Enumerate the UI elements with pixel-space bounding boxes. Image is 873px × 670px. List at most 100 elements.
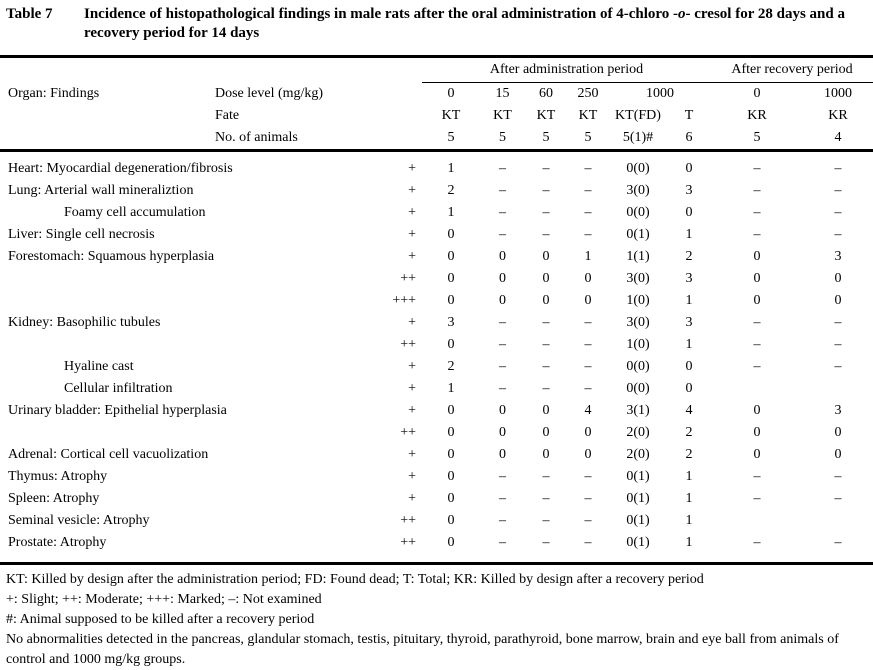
incidence-value-cell: 0 [834, 293, 842, 308]
incidence-value-cell: 0 [584, 293, 592, 308]
incidence-value-cell: – [753, 315, 761, 330]
incidence-value-cell: 3 [834, 249, 842, 264]
animals-label: No. of animals [212, 127, 362, 152]
organ-finding-label: Seminal vesicle: Atrophy [8, 513, 150, 528]
incidence-value-cell: – [753, 469, 761, 484]
severity-grade-cell: +++ [392, 293, 416, 308]
animals-cell: 5(1)# [609, 127, 667, 152]
table-row: ++ 0 0 0 0 3(0) 3 0 0 [0, 268, 873, 290]
footnote-abbreviations: KT: Killed by design after the administr… [6, 572, 704, 587]
incidence-value-cell: 0(0) [626, 205, 650, 220]
severity-grade-cell: + [408, 315, 416, 330]
dose-level-row: Organ: Findings Dose level (mg/kg) 0 15 … [0, 83, 873, 106]
table-row: Kidney: Basophilic tubules +3 – – – 3(0) 3 – – [0, 312, 873, 334]
severity-grade-cell: ++ [400, 513, 416, 528]
incidence-value-cell: 0 [447, 513, 455, 528]
incidence-value-cell: – [834, 491, 842, 506]
incidence-value-cell: 4 [685, 403, 693, 418]
animals-cell: 5 [480, 127, 525, 152]
incidence-value-cell: 1(0) [626, 293, 650, 308]
incidence-value-cell: – [499, 315, 506, 330]
incidence-value-cell: 0 [447, 249, 455, 264]
incidence-value-cell: 1 [685, 491, 693, 506]
severity-grade-cell: + [408, 249, 416, 264]
incidence-value-cell: – [753, 183, 761, 198]
incidence-value-cell: 4 [584, 403, 592, 418]
incidence-value-cell: 0 [834, 425, 842, 440]
incidence-value-cell: – [711, 532, 803, 565]
table-row: Thymus: Atrophy +0 – – – 0(1) 1 – – [0, 466, 873, 488]
incidence-value-cell: 0 [542, 249, 550, 264]
incidence-value-cell: 0(1) [626, 491, 650, 506]
incidence-value-cell: 1 [447, 205, 455, 220]
table-row: Liver: Single cell necrosis +0 – – – 0(1) 1 – – [0, 224, 873, 246]
grade-spacer [362, 105, 422, 127]
table-row: Forestomach: Squamous hyperplasia +0 0 0 1 1(… [0, 246, 873, 268]
incidence-value-cell: 3 [685, 271, 693, 286]
incidence-value-cell: 0 [685, 161, 693, 176]
incidence-value-cell: 0 [753, 293, 761, 308]
table-row: ++ 0 – – – 1(0) 1 – – [0, 334, 873, 356]
incidence-value-cell: 3 [447, 315, 455, 330]
fate-label: Fate [215, 108, 240, 123]
fate-cell: KT [493, 108, 512, 123]
incidence-value-cell: 2 [685, 425, 693, 440]
dose-cell: 15 [495, 86, 510, 101]
incidence-value-cell: – [525, 532, 567, 565]
incidence-value-cell: 2 [447, 359, 455, 374]
animals-cell: 4 [803, 127, 873, 152]
incidence-value-cell: 0(0) [626, 161, 650, 176]
incidence-value-cell: 0 [447, 293, 455, 308]
organ-finding-label: Prostate: Atrophy [0, 532, 362, 565]
incidence-value-cell: 0 [499, 425, 506, 440]
incidence-value-cell: 3 [685, 315, 693, 330]
incidence-value-cell: – [542, 205, 550, 220]
organ-finding-label [0, 334, 362, 356]
incidence-value-cell: 0 [447, 271, 455, 286]
incidence-value-cell: – [584, 513, 592, 528]
incidence-value-cell: – [584, 183, 592, 198]
incidence-value-cell: 0(0) [626, 381, 650, 396]
recovery-period-header: After recovery period [711, 56, 873, 83]
incidence-value-cell: – [499, 469, 506, 484]
incidence-value-cell: 3(0) [626, 271, 650, 286]
table-number: Table 7 [6, 6, 53, 22]
grade-spacer [362, 83, 422, 106]
incidence-value-cell: 0 [422, 532, 480, 565]
dose-cell: 1000 [646, 86, 674, 101]
incidence-value-cell: – [834, 315, 842, 330]
organ-finding-label: Heart: Myocardial degeneration/fibrosis [8, 161, 233, 176]
footnote-no-abnormalities: No abnormalities detected in the pancrea… [6, 632, 839, 667]
incidence-value-cell: 3 [834, 403, 842, 418]
animals-cell: 5 [711, 127, 803, 152]
organ-findings-header: Organ: Findings [8, 85, 100, 101]
incidence-value-cell: – [834, 337, 842, 352]
dose-level-label: Dose level (mg/kg) [215, 85, 324, 101]
table-row: Cellular infiltration +1 – – – 0(0) 0 [0, 378, 873, 400]
incidence-value-cell: – [753, 359, 761, 374]
incidence-value-cell: 0 [584, 425, 592, 440]
organ-finding-label: Forestomach: Squamous hyperplasia [8, 249, 215, 264]
incidence-value-cell: – [499, 205, 506, 220]
fate-spacer [0, 105, 212, 127]
incidence-value-cell: 3(0) [626, 183, 650, 198]
incidence-value-cell: – [542, 491, 550, 506]
incidence-value-cell: – [584, 227, 592, 242]
incidence-value-cell: 2 [447, 183, 455, 198]
incidence-value-cell: – [803, 532, 873, 565]
severity-grade-cell: + [408, 491, 416, 506]
incidence-value-cell: 0(1) [626, 227, 650, 242]
severity-grade-cell: ++ [400, 337, 416, 352]
incidence-value-cell: – [542, 183, 550, 198]
incidence-value-cell: – [542, 381, 550, 396]
incidence-value-cell: 2(0) [626, 425, 650, 440]
incidence-value-cell: 0 [447, 337, 455, 352]
animals-spacer [0, 127, 212, 152]
caption-italic-o: o [678, 6, 686, 22]
incidence-value-cell: – [753, 227, 761, 242]
table-row: Prostate: Atrophy ++ 0– – –0(1) 1– – [0, 532, 873, 565]
incidence-value-cell: 1(0) [626, 337, 650, 352]
organ-finding-label: Cellular infiltration [64, 381, 173, 396]
incidence-value-cell: 1 [447, 381, 455, 396]
